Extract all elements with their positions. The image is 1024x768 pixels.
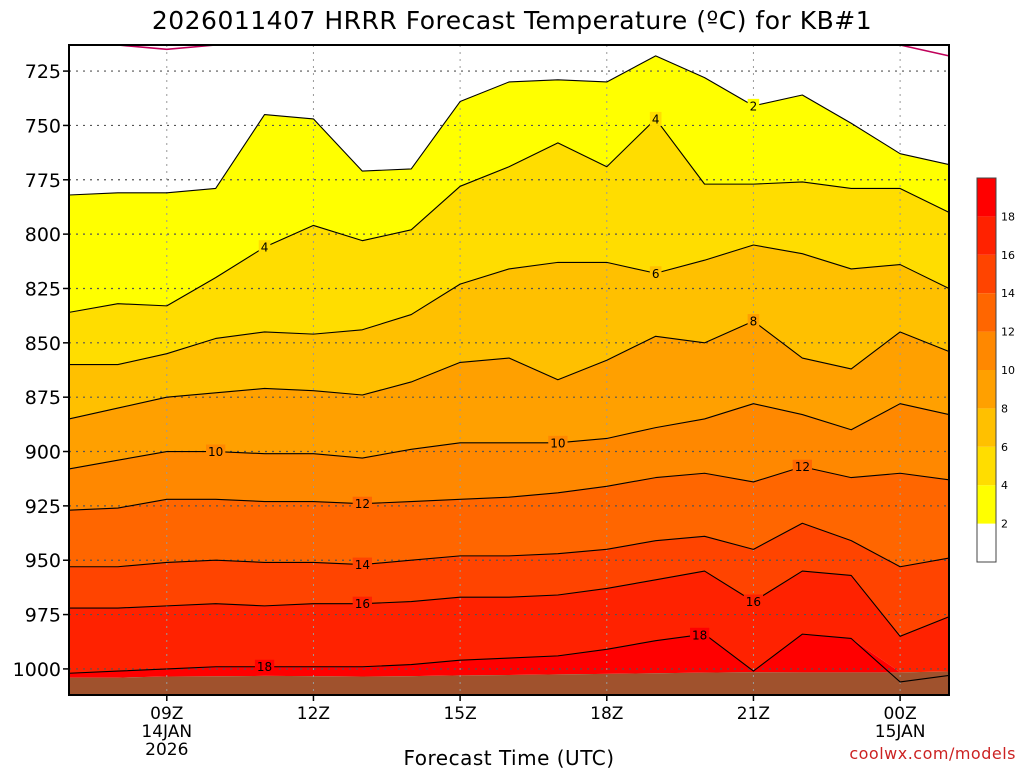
colorbar-swatch bbox=[977, 254, 996, 294]
colorbar-swatch bbox=[977, 485, 996, 524]
isotherm-label-bg bbox=[254, 659, 275, 674]
x-tick-label: 12Z bbox=[297, 704, 330, 724]
isotherm-14 bbox=[69, 522, 950, 568]
colorbar-label: 6 bbox=[1001, 441, 1008, 454]
x-tick-label: 14JAN bbox=[141, 722, 192, 742]
colorbar-swatch bbox=[977, 216, 996, 255]
isotherm-label: 16 bbox=[746, 595, 761, 609]
temperature-band bbox=[69, 571, 949, 674]
colorbar-swatch bbox=[977, 331, 996, 370]
isotherm-4 bbox=[68, 118, 950, 313]
isotherm-label-bg bbox=[792, 459, 812, 474]
x-axis-label: Forecast Time (UTC) bbox=[403, 746, 614, 768]
y-tick-label: 750 bbox=[25, 115, 61, 137]
isotherm-label-bg bbox=[690, 627, 710, 642]
colorbar-swatch bbox=[977, 446, 996, 486]
isotherm-label-bg bbox=[352, 557, 372, 572]
isotherm-label: 14 bbox=[355, 558, 370, 572]
x-tick-label: 21Z bbox=[737, 704, 770, 724]
isotherm-label: 10 bbox=[208, 445, 223, 459]
isotherm-label-bg bbox=[649, 111, 662, 126]
colorbar-label: 16 bbox=[1001, 249, 1015, 262]
colorbar-swatch bbox=[977, 523, 996, 562]
colorbar: 2 4 6 8 10 12 14 16 18 bbox=[976, 177, 1015, 563]
temperature-band bbox=[69, 403, 949, 511]
isotherm-label: 12 bbox=[355, 497, 370, 511]
x-tick-label: 2026 bbox=[145, 740, 188, 760]
isotherm-label: 18 bbox=[257, 660, 272, 674]
x-tick-label: 18Z bbox=[590, 704, 623, 724]
temperature-band bbox=[69, 45, 949, 195]
isotherm-label: 12 bbox=[795, 460, 810, 474]
isotherm-8 bbox=[68, 320, 950, 420]
isotherm-label-bg bbox=[352, 596, 372, 611]
isotherm-label: 6 bbox=[652, 267, 660, 281]
isotherm-label-bg bbox=[747, 314, 760, 329]
colorbar-label: 12 bbox=[1001, 326, 1015, 339]
x-tick-label: 15JAN bbox=[875, 722, 926, 742]
isotherm-label-bg bbox=[743, 594, 764, 609]
colorbar-label: 10 bbox=[1001, 364, 1015, 377]
isotherm-label-bg bbox=[548, 435, 568, 450]
temperature-fills bbox=[69, 45, 949, 678]
colorbar-swatch bbox=[977, 178, 996, 217]
colorbar-swatch bbox=[977, 370, 996, 409]
x-tick-label: 09Z bbox=[150, 704, 183, 724]
y-tick-label: 725 bbox=[25, 61, 61, 83]
temperature-band bbox=[69, 321, 949, 469]
isotherm-2 bbox=[68, 55, 950, 196]
colorbar-frame bbox=[976, 177, 997, 563]
ground-layer bbox=[69, 671, 949, 695]
isotherm-label-bg bbox=[649, 266, 662, 281]
plot-frame bbox=[68, 44, 950, 696]
colorbar-label: 14 bbox=[1001, 287, 1015, 300]
temperature-band bbox=[69, 118, 949, 365]
isotherm-label-bg bbox=[206, 444, 226, 459]
y-tick-label: 975 bbox=[25, 605, 61, 627]
y-tick-label: 775 bbox=[25, 170, 61, 192]
colorbar-swatch bbox=[977, 293, 996, 332]
source-credit: coolwx.com/models bbox=[849, 744, 1016, 763]
isotherm-label: 18 bbox=[692, 628, 707, 642]
isotherm-6 bbox=[69, 244, 950, 366]
y-tick-label: 900 bbox=[25, 442, 61, 464]
chart-title: 2026011407 HRRR Forecast Temperature (ºC… bbox=[152, 6, 872, 35]
temperature-band bbox=[69, 55, 949, 313]
colorbar-swatch bbox=[977, 408, 996, 447]
isotherm-label: 10 bbox=[550, 436, 565, 450]
y-axis-ticks: 725 750 775 800 825 850 875 900 925 950 975 1000 bbox=[13, 61, 69, 681]
colorbar-label: 8 bbox=[1001, 402, 1008, 415]
ground bbox=[69, 671, 949, 695]
isotherm-label: 8 bbox=[750, 315, 758, 329]
isotherm-label: 4 bbox=[652, 112, 660, 126]
temperature-band bbox=[69, 466, 949, 567]
y-tick-label: 875 bbox=[25, 387, 61, 409]
isotherm-18 bbox=[68, 633, 950, 683]
colorbar-label: 18 bbox=[1001, 210, 1015, 223]
isotherm-16 bbox=[69, 570, 950, 637]
isotherm-labels: 2 4 4 6 8 10 10 12 12 14 16 16 18 18 bbox=[206, 98, 812, 674]
isotherm-label: 16 bbox=[355, 597, 370, 611]
y-tick-label: 1000 bbox=[13, 659, 61, 681]
x-tick-label: 15Z bbox=[443, 704, 476, 724]
x-tick-label: 00Z bbox=[883, 704, 916, 724]
isotherm-label-bg bbox=[352, 496, 372, 511]
colorbar-label: 4 bbox=[1001, 479, 1008, 492]
temperature-band bbox=[69, 245, 949, 419]
y-tick-label: 925 bbox=[25, 496, 61, 518]
y-tick-label: 800 bbox=[25, 224, 61, 246]
colorbar-label: 2 bbox=[1001, 518, 1008, 531]
y-tick-label: 850 bbox=[25, 333, 61, 355]
isotherm-label-bg bbox=[258, 240, 271, 255]
y-tick-label: 825 bbox=[25, 278, 61, 300]
temperature-band bbox=[69, 523, 949, 637]
isotherm-label: 2 bbox=[750, 99, 758, 113]
y-tick-label: 950 bbox=[25, 550, 61, 572]
isotherm-label: 4 bbox=[261, 241, 269, 255]
isotherm-label-bg bbox=[747, 98, 760, 113]
